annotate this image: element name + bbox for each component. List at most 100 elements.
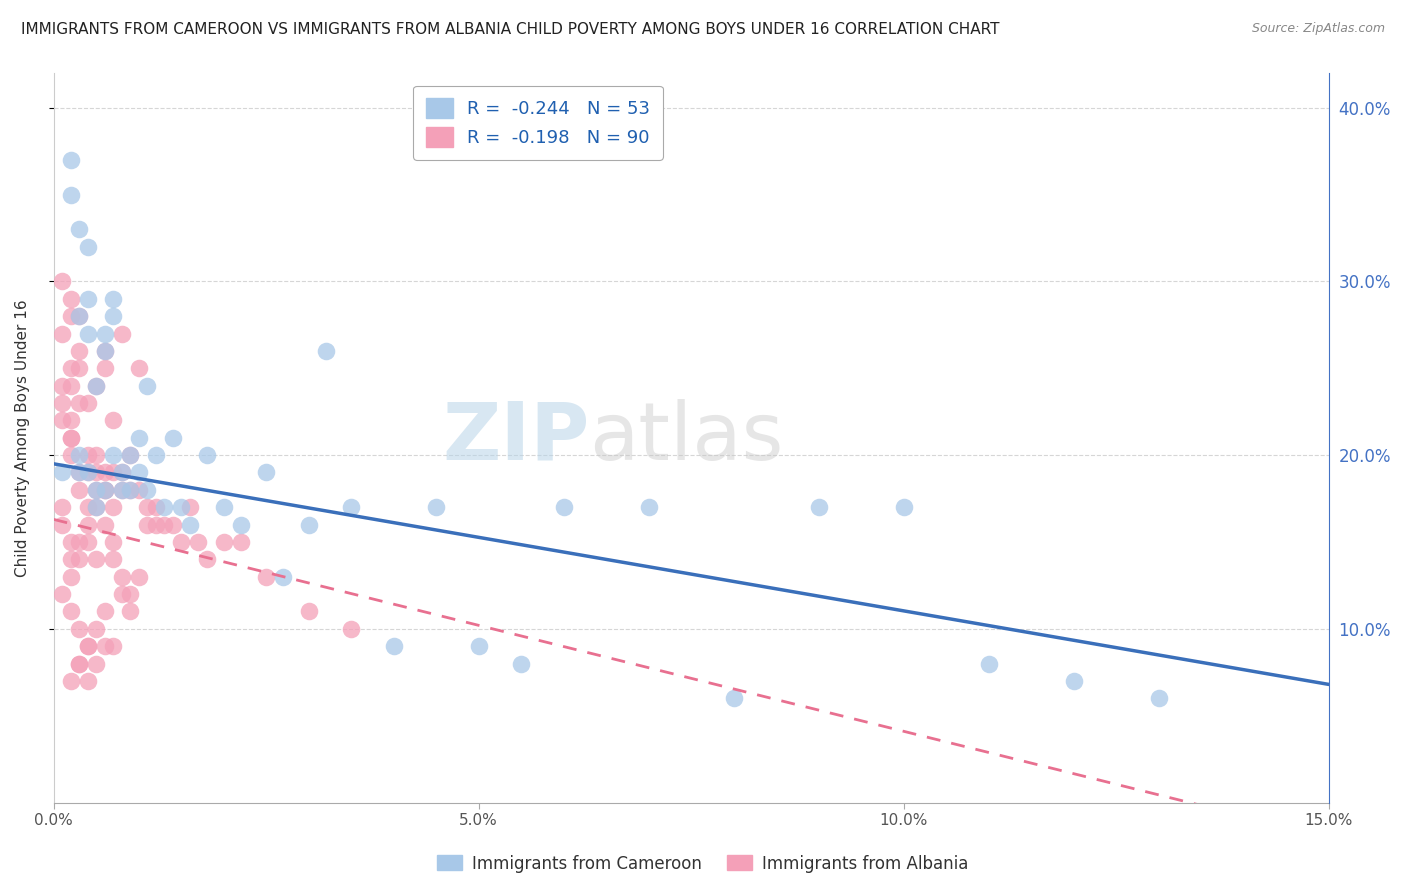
Point: [93, 361, 115, 376]
Point: [51, 396, 73, 410]
Point: [84, 483, 107, 497]
Point: [101, 639, 124, 653]
Point: [76, 466, 98, 480]
Point: [76, 396, 98, 410]
Point: [84, 552, 107, 566]
Point: [93, 483, 115, 497]
Point: [84, 622, 107, 636]
Point: [59, 604, 82, 618]
Point: [51, 517, 73, 532]
Point: [101, 413, 124, 427]
Point: [120, 448, 142, 462]
Point: [59, 673, 82, 688]
Point: [977, 657, 1000, 671]
Text: IMMIGRANTS FROM CAMEROON VS IMMIGRANTS FROM ALBANIA CHILD POVERTY AMONG BOYS UND: IMMIGRANTS FROM CAMEROON VS IMMIGRANTS F…: [21, 22, 1000, 37]
Point: [67, 552, 90, 566]
Point: [298, 604, 321, 618]
Point: [637, 500, 659, 515]
Point: [59, 570, 82, 584]
Point: [93, 604, 115, 618]
Point: [254, 466, 277, 480]
Legend: Immigrants from Cameroon, Immigrants from Albania: Immigrants from Cameroon, Immigrants fro…: [430, 848, 976, 880]
Point: [76, 639, 98, 653]
Point: [101, 292, 124, 306]
Point: [340, 622, 363, 636]
Point: [111, 570, 134, 584]
Point: [120, 448, 142, 462]
Point: [145, 500, 167, 515]
Point: [67, 466, 90, 480]
Point: [67, 622, 90, 636]
Point: [120, 587, 142, 601]
Point: [254, 570, 277, 584]
Point: [553, 500, 575, 515]
Point: [229, 517, 252, 532]
Y-axis label: Child Poverty Among Boys Under 16: Child Poverty Among Boys Under 16: [15, 299, 30, 576]
Point: [51, 274, 73, 288]
Point: [467, 639, 489, 653]
Point: [67, 309, 90, 323]
Point: [128, 361, 150, 376]
Point: [84, 378, 107, 392]
Point: [93, 343, 115, 358]
Point: [136, 517, 159, 532]
Point: [76, 240, 98, 254]
Point: [93, 343, 115, 358]
Point: [120, 483, 142, 497]
Point: [187, 535, 209, 549]
Point: [101, 466, 124, 480]
Point: [101, 552, 124, 566]
Point: [170, 535, 193, 549]
Point: [93, 517, 115, 532]
Point: [93, 326, 115, 341]
Point: [101, 309, 124, 323]
Point: [145, 448, 167, 462]
Point: [51, 500, 73, 515]
Point: [162, 517, 184, 532]
Point: [111, 587, 134, 601]
Point: [67, 657, 90, 671]
Point: [59, 413, 82, 427]
Point: [93, 483, 115, 497]
Point: [67, 448, 90, 462]
Point: [59, 309, 82, 323]
Point: [76, 673, 98, 688]
Point: [59, 292, 82, 306]
Point: [195, 448, 218, 462]
Point: [179, 517, 201, 532]
Point: [212, 535, 235, 549]
Point: [101, 500, 124, 515]
Point: [59, 153, 82, 167]
Point: [111, 466, 134, 480]
Point: [84, 500, 107, 515]
Point: [128, 431, 150, 445]
Point: [67, 222, 90, 236]
Point: [67, 657, 90, 671]
Point: [128, 466, 150, 480]
Point: [51, 326, 73, 341]
Point: [128, 570, 150, 584]
Point: [67, 396, 90, 410]
Point: [84, 483, 107, 497]
Point: [59, 448, 82, 462]
Point: [111, 326, 134, 341]
Point: [136, 500, 159, 515]
Point: [93, 466, 115, 480]
Point: [67, 535, 90, 549]
Point: [136, 378, 159, 392]
Point: [84, 448, 107, 462]
Point: [67, 466, 90, 480]
Point: [807, 500, 830, 515]
Point: [59, 187, 82, 202]
Point: [67, 309, 90, 323]
Point: [51, 378, 73, 392]
Point: [76, 639, 98, 653]
Point: [84, 378, 107, 392]
Text: ZIP: ZIP: [441, 399, 589, 476]
Point: [170, 500, 193, 515]
Point: [67, 343, 90, 358]
Point: [893, 500, 915, 515]
Point: [136, 483, 159, 497]
Point: [111, 466, 134, 480]
Point: [76, 500, 98, 515]
